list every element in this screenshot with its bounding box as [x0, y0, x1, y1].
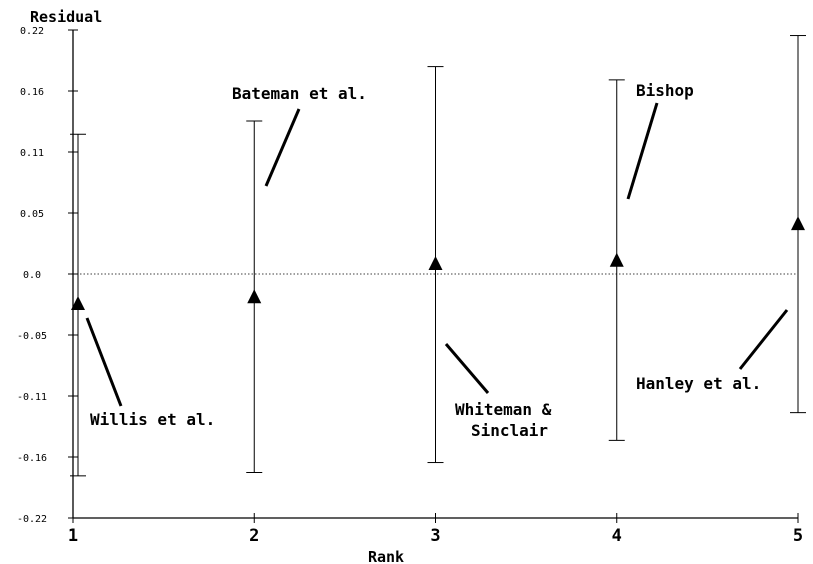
annotation-label: Willis et al. [90, 410, 215, 429]
y-tick-label: 0.11 [20, 148, 44, 159]
x-tick-label: 3 [430, 526, 440, 546]
annotation-label: Hanley et al. [636, 374, 761, 393]
y-tick-label: 0.22 [20, 26, 44, 37]
y-ticks: 0.22 0.16 0.11 0.05 0.0 -0.05 -0.11 -0.16 -0.22 [17, 26, 78, 525]
y-tick-label: -0.05 [17, 331, 47, 342]
triangle-marker [609, 252, 624, 267]
annotation-leader-line [85, 317, 123, 407]
annotation: Whiteman & Sinclair [444, 343, 552, 440]
data-points [71, 216, 805, 310]
annotation: Bateman et al. [232, 84, 367, 187]
annotation-label: Sinclair [471, 421, 548, 440]
annotation: Bishop [626, 81, 694, 200]
annotation-label: Whiteman & [455, 400, 552, 419]
y-tick-label: 0.05 [20, 209, 44, 220]
y-axis-label: Residual [30, 8, 102, 26]
annotation-leader-line [444, 343, 490, 394]
annotation-leader-line [738, 309, 789, 370]
x-tick-label: 5 [793, 526, 803, 546]
annotation: Willis et al. [85, 317, 215, 429]
triangle-marker [71, 295, 85, 310]
triangle-marker [428, 256, 443, 271]
triangle-marker [791, 216, 805, 231]
x-ticks: 1 2 3 4 5 [68, 513, 803, 546]
y-tick-label: -0.22 [17, 514, 47, 525]
y-tick-label: 0.16 [20, 87, 44, 98]
triangle-marker [247, 289, 262, 304]
annotation-label: Bateman et al. [232, 84, 367, 103]
x-tick-label: 2 [249, 526, 259, 546]
y-tick-label: 0.0 [23, 270, 41, 281]
annotations: Willis et al. Bateman et al. Whiteman & Sin… [85, 81, 789, 440]
annotation-label: Bishop [636, 81, 694, 100]
y-tick-label: -0.11 [17, 392, 47, 403]
annotation-leader-line [264, 108, 301, 187]
x-tick-label: 1 [68, 526, 78, 546]
annotation: Hanley et al. [636, 309, 789, 393]
x-tick-label: 4 [612, 526, 622, 546]
x-axis-label: Rank [368, 548, 404, 564]
annotation-leader-line [626, 102, 659, 200]
y-tick-label: -0.16 [17, 453, 47, 464]
